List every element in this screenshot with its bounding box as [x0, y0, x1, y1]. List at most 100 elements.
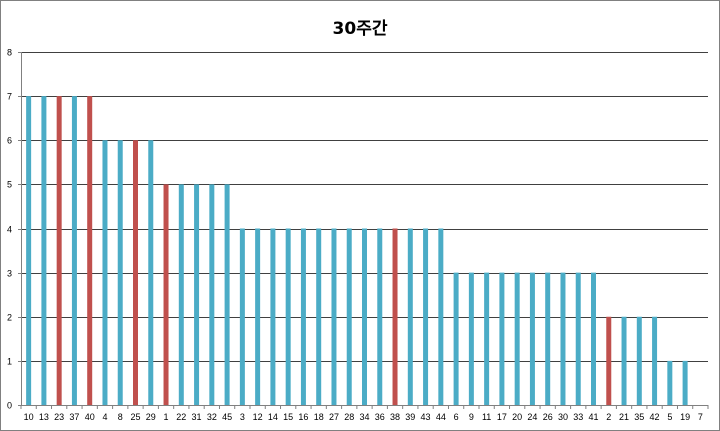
- x-tick-label: 30: [558, 412, 568, 422]
- bar-19: [682, 360, 688, 406]
- x-tick-label: 7: [698, 412, 703, 422]
- y-tick-label: 1: [7, 357, 12, 367]
- bar-4: [102, 140, 108, 405]
- bar-25: [133, 140, 138, 405]
- bar-15: [285, 228, 291, 405]
- x-tick-label: 8: [118, 412, 123, 422]
- bar-39: [407, 228, 413, 405]
- bar-37: [71, 96, 77, 406]
- bar-16: [300, 228, 306, 405]
- x-tick-label: 44: [436, 412, 446, 422]
- x-tick-label: 29: [146, 412, 156, 422]
- bar-20: [514, 272, 520, 406]
- y-tick-label: 8: [7, 48, 12, 58]
- x-tick-label: 24: [527, 412, 537, 422]
- y-tick-label: 4: [7, 225, 12, 235]
- bar-44: [438, 228, 444, 405]
- x-tick-label: 43: [421, 412, 431, 422]
- x-tick-label: 21: [619, 412, 629, 422]
- bar-38: [392, 228, 398, 405]
- x-tick-label: 25: [130, 412, 140, 422]
- x-tick-label: 27: [329, 412, 339, 422]
- x-tick-label: 33: [573, 412, 583, 422]
- bar-12: [255, 228, 261, 405]
- bar-40: [87, 96, 93, 406]
- x-tick-label: 14: [268, 412, 278, 422]
- x-tick-label: 40: [85, 412, 95, 422]
- x-tick-label: 16: [298, 412, 308, 422]
- bar-36: [377, 228, 383, 405]
- bar-41: [591, 272, 596, 406]
- x-tick-label: 1: [164, 412, 169, 422]
- bar-9: [468, 272, 474, 406]
- x-tick-label: 35: [634, 412, 644, 422]
- x-tick-label: 19: [680, 412, 690, 422]
- x-tick-label: 20: [512, 412, 522, 422]
- bar-28: [346, 228, 352, 405]
- y-tick-label: 6: [7, 136, 12, 146]
- x-tick-label: 45: [222, 412, 232, 422]
- x-tick-label: 22: [176, 412, 186, 422]
- x-tick-label: 38: [390, 412, 400, 422]
- x-tick-label: 9: [469, 412, 474, 422]
- x-tick-label: 17: [497, 412, 507, 422]
- x-tick-label: 15: [283, 412, 293, 422]
- x-tick-label: 39: [405, 412, 415, 422]
- bar-30: [560, 272, 566, 406]
- bar-22: [178, 184, 184, 406]
- x-tick-label: 42: [650, 412, 660, 422]
- bar-27: [331, 228, 337, 405]
- bar-23: [56, 96, 62, 406]
- bar-34: [362, 228, 367, 405]
- bar-35: [636, 316, 642, 405]
- x-tick-label: 12: [253, 412, 263, 422]
- axes: [18, 52, 709, 409]
- x-tick-label: 11: [482, 412, 491, 422]
- bar-45: [224, 184, 230, 406]
- bar-21: [621, 316, 627, 405]
- bar-26: [545, 272, 551, 406]
- x-tick-label: 6: [454, 412, 459, 422]
- y-tick-label: 5: [7, 180, 12, 190]
- bar-13: [41, 96, 47, 406]
- bar-3: [239, 228, 245, 405]
- bar-17: [499, 272, 505, 406]
- bar-42: [652, 316, 658, 405]
- bar-2: [606, 316, 612, 405]
- bar-43: [423, 228, 429, 405]
- bar-1: [163, 184, 169, 406]
- x-tick-label: 31: [192, 412, 202, 422]
- x-tick-label: 23: [54, 412, 64, 422]
- y-tick-label: 2: [7, 313, 12, 323]
- x-tick-label: 13: [39, 412, 49, 422]
- y-tick-label: 3: [7, 269, 12, 279]
- y-tick-label: 7: [7, 92, 12, 102]
- x-tick-label: 36: [375, 412, 385, 422]
- x-tick-label: 26: [543, 412, 553, 422]
- bar-6: [453, 272, 459, 406]
- bar-8: [117, 140, 123, 405]
- x-tick-label: 4: [102, 412, 107, 422]
- bar-11: [484, 272, 490, 406]
- x-tick-label: 10: [24, 412, 34, 422]
- x-tick-label: 2: [606, 412, 611, 422]
- bar-5: [667, 360, 673, 406]
- x-tick-label: 37: [69, 412, 79, 422]
- x-tick-label: 41: [588, 412, 598, 422]
- bar-24: [529, 272, 535, 406]
- bar-14: [270, 228, 276, 405]
- bar-32: [209, 184, 215, 406]
- x-tick-label: 3: [240, 412, 245, 422]
- x-tick-label: 28: [344, 412, 354, 422]
- bars: [26, 96, 688, 406]
- bar-18: [316, 228, 322, 405]
- y-tick-label: 0: [7, 401, 12, 411]
- x-tick-label: 5: [667, 412, 672, 422]
- x-tick-label: 32: [207, 412, 217, 422]
- bar-29: [148, 140, 154, 405]
- chart-title: 30주간: [332, 19, 388, 39]
- bar-31: [194, 184, 200, 406]
